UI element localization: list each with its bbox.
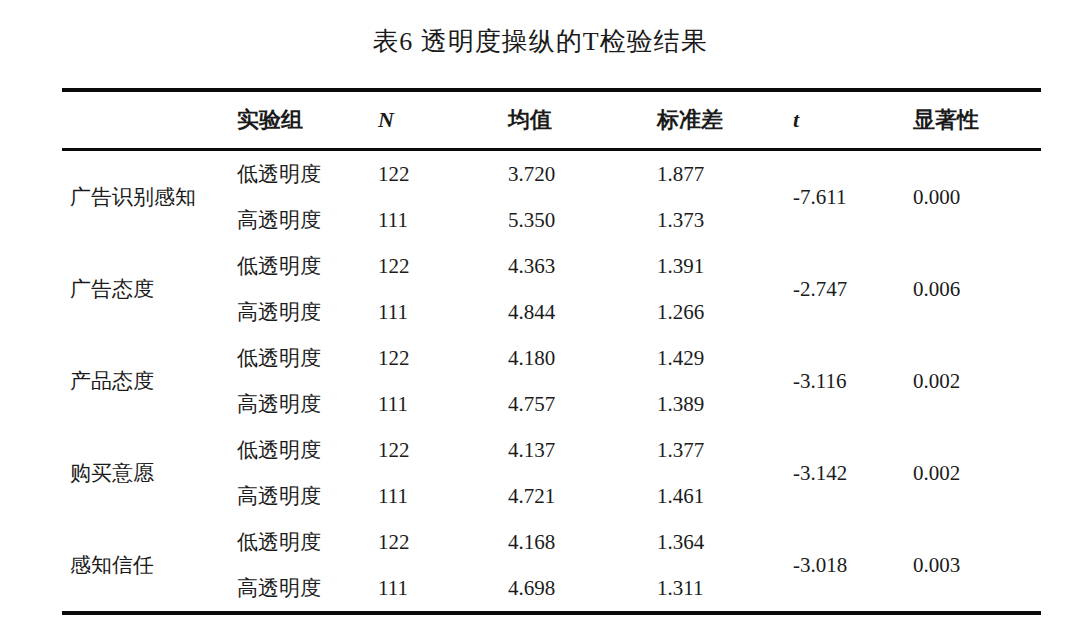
group-cell: 高透明度 [237,473,378,519]
sd-cell: 1.391 [657,243,793,289]
sd-cell: 1.364 [657,519,793,565]
table-row: 广告识别感知 低透明度 122 3.720 1.877 -7.611 0.000 [62,150,1041,198]
page: 表6 透明度操纵的T检验结果 实验组 N 均值 标准差 t 显著性 广 [0,0,1080,629]
header-row: 实验组 N 均值 标准差 t 显著性 [62,90,1041,150]
n-cell: 122 [378,243,508,289]
n-cell: 111 [378,197,508,243]
sd-cell: 1.377 [657,427,793,473]
sd-cell: 1.429 [657,335,793,381]
variable-label: 产品态度 [62,335,237,427]
mean-cell: 5.350 [508,197,657,243]
mean-cell: 3.720 [508,150,657,198]
header-group: 实验组 [237,90,378,150]
table-header: 实验组 N 均值 标准差 t 显著性 [62,90,1041,150]
header-t: t [793,90,913,150]
table-body: 广告识别感知 低透明度 122 3.720 1.877 -7.611 0.000… [62,150,1041,614]
table-caption: 表6 透明度操纵的T检验结果 [0,24,1080,59]
sig-cell: 0.000 [913,150,1041,244]
t-cell: -3.116 [793,335,913,427]
n-cell: 111 [378,381,508,427]
sd-cell: 1.877 [657,150,793,198]
sd-cell: 1.311 [657,565,793,613]
t-cell: -3.142 [793,427,913,519]
sig-cell: 0.002 [913,335,1041,427]
n-cell: 111 [378,473,508,519]
header-sd: 标准差 [657,90,793,150]
mean-cell: 4.844 [508,289,657,335]
n-cell: 122 [378,519,508,565]
variable-label: 广告识别感知 [62,150,237,244]
t-cell: -2.747 [793,243,913,335]
n-cell: 122 [378,427,508,473]
mean-cell: 4.721 [508,473,657,519]
sd-cell: 1.389 [657,381,793,427]
group-cell: 高透明度 [237,565,378,613]
variable-label: 广告态度 [62,243,237,335]
variable-label: 购买意愿 [62,427,237,519]
group-cell: 高透明度 [237,197,378,243]
group-cell: 低透明度 [237,150,378,198]
header-sig: 显著性 [913,90,1041,150]
group-cell: 高透明度 [237,289,378,335]
group-cell: 低透明度 [237,335,378,381]
t-cell: -3.018 [793,519,913,613]
table-row: 感知信任 低透明度 122 4.168 1.364 -3.018 0.003 [62,519,1041,565]
table-row: 购买意愿 低透明度 122 4.137 1.377 -3.142 0.002 [62,427,1041,473]
sd-cell: 1.461 [657,473,793,519]
t-cell: -7.611 [793,150,913,244]
ttest-results-table: 实验组 N 均值 标准差 t 显著性 广告识别感知 低透明度 122 3.720… [62,88,1041,615]
sig-cell: 0.003 [913,519,1041,613]
n-cell: 111 [378,565,508,613]
group-cell: 低透明度 [237,243,378,289]
n-cell: 122 [378,150,508,198]
mean-cell: 4.363 [508,243,657,289]
group-cell: 低透明度 [237,519,378,565]
mean-cell: 4.698 [508,565,657,613]
sd-cell: 1.373 [657,197,793,243]
mean-cell: 4.137 [508,427,657,473]
variable-label: 感知信任 [62,519,237,613]
table-row: 产品态度 低透明度 122 4.180 1.429 -3.116 0.002 [62,335,1041,381]
group-cell: 高透明度 [237,381,378,427]
header-mean: 均值 [508,90,657,150]
n-cell: 122 [378,335,508,381]
n-cell: 111 [378,289,508,335]
table-row: 广告态度 低透明度 122 4.363 1.391 -2.747 0.006 [62,243,1041,289]
mean-cell: 4.168 [508,519,657,565]
mean-cell: 4.180 [508,335,657,381]
sd-cell: 1.266 [657,289,793,335]
group-cell: 低透明度 [237,427,378,473]
mean-cell: 4.757 [508,381,657,427]
header-n: N [378,90,508,150]
sig-cell: 0.006 [913,243,1041,335]
sig-cell: 0.002 [913,427,1041,519]
header-variable [62,90,237,150]
